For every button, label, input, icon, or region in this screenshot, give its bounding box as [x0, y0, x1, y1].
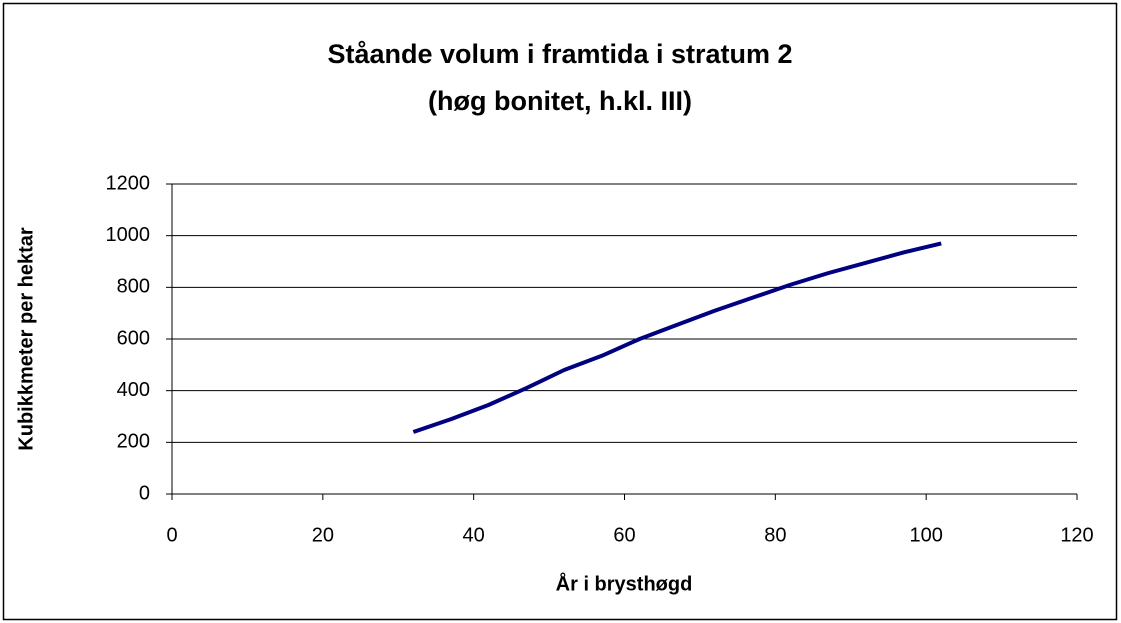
chart-subtitle: (høg bonitet, h.kl. III): [428, 86, 692, 116]
x-tick-label: 40: [463, 524, 485, 546]
x-tick-label: 100: [909, 524, 942, 546]
chart-title: Ståande volum i framtida i stratum 2: [327, 39, 792, 69]
x-tick-label: 120: [1060, 524, 1093, 546]
y-tick-label: 1000: [106, 224, 151, 246]
x-tick-label: 80: [764, 524, 786, 546]
y-tick-label: 1200: [106, 172, 151, 194]
line: [412, 241, 942, 434]
y-tick-label: 0: [139, 482, 150, 504]
x-axis-label: År i brysthøgd: [556, 571, 693, 595]
y-tick-label: 400: [117, 379, 150, 401]
x-tick-label: 60: [613, 524, 635, 546]
y-tick-label: 800: [117, 276, 150, 298]
y-axis-label: Kubikkmeter per hektar: [15, 227, 37, 451]
x-tick-label: 0: [166, 524, 177, 546]
x-tick-label: 20: [312, 524, 334, 546]
y-tick-label: 200: [117, 431, 150, 453]
y-tick-label: 600: [117, 327, 150, 349]
